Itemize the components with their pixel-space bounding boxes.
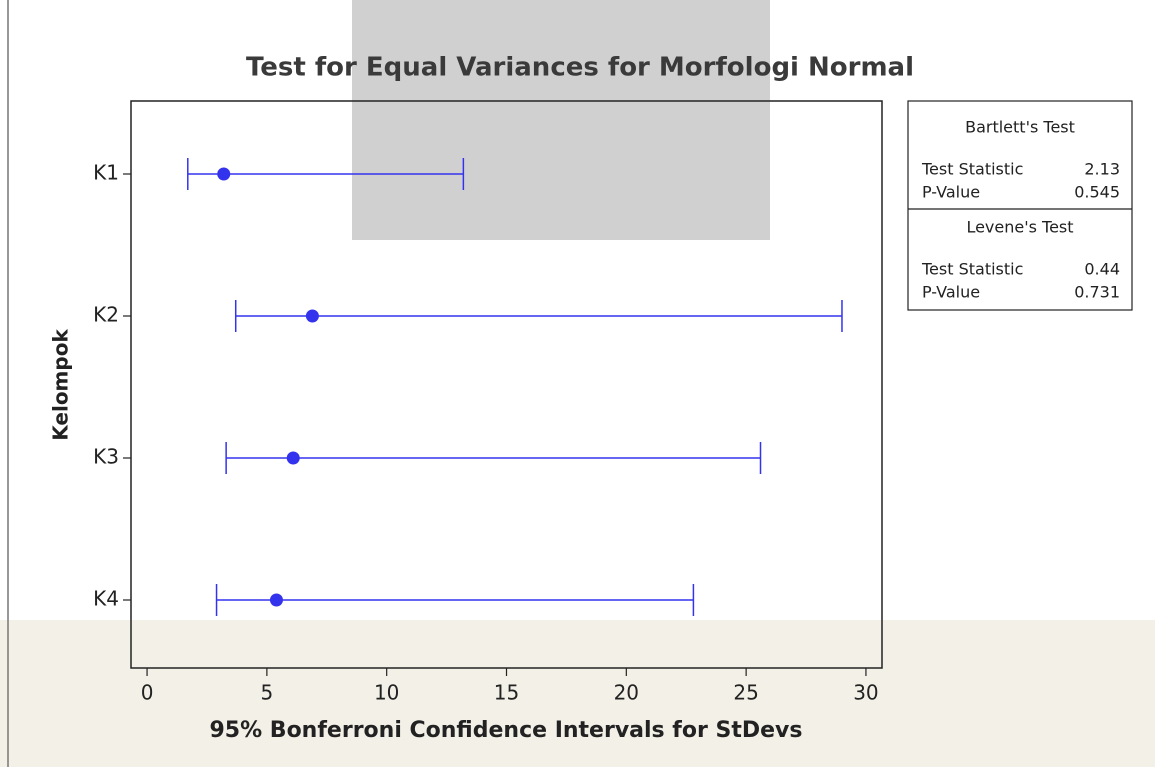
- background-band: [0, 620, 1155, 767]
- y-tick-label: K2: [93, 303, 119, 327]
- x-tick-label: 5: [261, 681, 274, 705]
- point: [217, 167, 231, 181]
- point: [286, 451, 300, 465]
- legend-value: 0.44: [1084, 260, 1120, 279]
- y-axis-label: Kelompok: [49, 329, 73, 441]
- y-tick-label: K3: [93, 445, 119, 469]
- legend-box: [907, 100, 1133, 311]
- y-tick-label: K4: [93, 587, 119, 611]
- point: [305, 309, 319, 323]
- x-axis-label: 95% Bonferroni Confidence Intervals for …: [209, 718, 802, 743]
- y-tick-label: K1: [93, 161, 119, 185]
- legend-title: Levene's Test: [966, 218, 1073, 237]
- x-tick-label: 15: [494, 681, 519, 705]
- x-tick-label: 0: [141, 681, 154, 705]
- legend-label: Test Statistic: [921, 260, 1023, 279]
- x-tick-label: 20: [614, 681, 639, 705]
- legend-label: P-Value: [922, 183, 980, 202]
- legend-title: Bartlett's Test: [965, 118, 1075, 137]
- legend-label: Test Statistic: [921, 160, 1023, 179]
- legend-value: 0.545: [1074, 183, 1120, 202]
- watermark: [352, 0, 770, 240]
- legend-value: 0.731: [1074, 283, 1120, 302]
- point: [269, 593, 283, 607]
- x-tick-label: 10: [374, 681, 399, 705]
- x-tick-label: 30: [853, 681, 878, 705]
- chart-title: Test for Equal Variances for Morfologi N…: [246, 53, 914, 83]
- x-tick-label: 25: [733, 681, 758, 705]
- legend-value: 2.13: [1084, 160, 1120, 179]
- legend-label: P-Value: [922, 283, 980, 302]
- frame: [7, 0, 9, 767]
